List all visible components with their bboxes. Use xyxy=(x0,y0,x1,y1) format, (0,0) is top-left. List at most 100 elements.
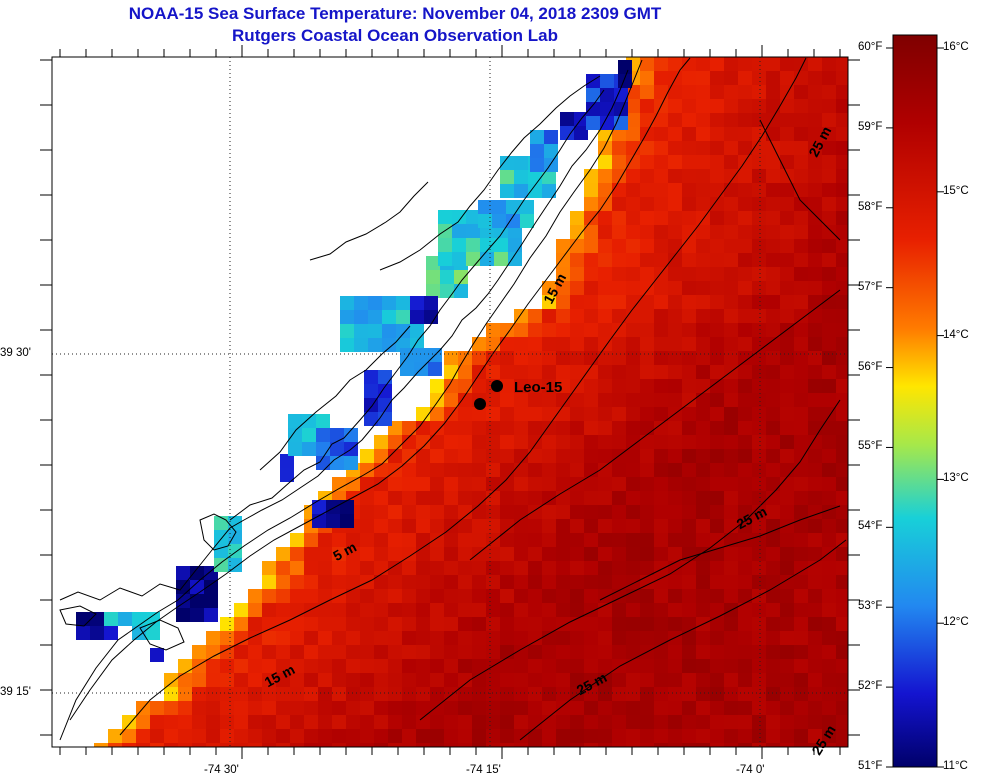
sst-pixel xyxy=(416,687,430,701)
sst-pixel xyxy=(668,225,682,239)
sst-pixel xyxy=(410,324,424,338)
sst-pixel xyxy=(836,659,848,673)
sst-field xyxy=(76,57,848,747)
sst-pixel xyxy=(822,463,836,477)
sst-pixel xyxy=(360,463,374,477)
sst-pixel xyxy=(710,463,724,477)
sst-pixel xyxy=(302,414,316,428)
sst-pixel xyxy=(444,477,458,491)
sst-pixel xyxy=(556,701,570,715)
sst-pixel xyxy=(402,505,416,519)
sst-pixel xyxy=(710,477,724,491)
sst-pixel xyxy=(430,589,444,603)
sst-pixel xyxy=(654,603,668,617)
sst-pixel xyxy=(424,296,438,310)
sst-pixel xyxy=(500,337,514,351)
sst-pixel xyxy=(808,127,822,141)
sst-pixel xyxy=(752,631,766,645)
sst-pixel xyxy=(696,463,710,477)
sst-pixel xyxy=(822,113,836,127)
sst-pixel xyxy=(724,617,738,631)
sst-pixel xyxy=(178,687,192,701)
sst-pixel xyxy=(836,281,848,295)
sst-pixel xyxy=(780,239,794,253)
sst-pixel xyxy=(794,365,808,379)
sst-pixel xyxy=(500,407,514,421)
sst-pixel xyxy=(556,365,570,379)
sst-pixel xyxy=(430,421,444,435)
sst-pixel xyxy=(486,477,500,491)
sst-pixel xyxy=(836,673,848,687)
sst-pixel xyxy=(506,214,520,228)
sst-pixel xyxy=(402,575,416,589)
sst-pixel xyxy=(430,687,444,701)
sst-pixel xyxy=(626,183,640,197)
sst-pixel xyxy=(822,519,836,533)
sst-pixel xyxy=(346,715,360,729)
sst-pixel xyxy=(822,127,836,141)
sst-pixel xyxy=(696,421,710,435)
sst-pixel xyxy=(346,561,360,575)
sst-pixel xyxy=(780,729,794,743)
sst-pixel xyxy=(682,463,696,477)
sst-pixel xyxy=(410,296,424,310)
sst-pixel xyxy=(584,323,598,337)
colorbar-c-label: 14°C xyxy=(943,328,969,341)
sst-pixel xyxy=(836,701,848,715)
sst-pixel xyxy=(416,491,430,505)
sst-pixel xyxy=(542,687,556,701)
sst-pixel xyxy=(472,575,486,589)
sst-pixel xyxy=(654,379,668,393)
sst-pixel xyxy=(780,435,794,449)
sst-pixel xyxy=(598,169,612,183)
sst-pixel xyxy=(724,589,738,603)
sst-pixel xyxy=(316,414,330,428)
sst-pixel xyxy=(360,533,374,547)
sst-pixel xyxy=(332,715,346,729)
sst-pixel xyxy=(458,617,472,631)
sst-pixel xyxy=(500,435,514,449)
sst-pixel xyxy=(766,57,780,71)
lon-label-2: -74 15' xyxy=(466,764,501,776)
sst-pixel xyxy=(556,407,570,421)
sst-pixel xyxy=(318,743,332,747)
sst-pixel xyxy=(626,449,640,463)
sst-pixel xyxy=(640,407,654,421)
sst-pixel xyxy=(500,743,514,747)
sst-pixel xyxy=(164,687,178,701)
sst-pixel xyxy=(584,687,598,701)
sst-pixel xyxy=(374,645,388,659)
sst-pixel xyxy=(374,687,388,701)
sst-pixel xyxy=(514,393,528,407)
sst-pixel xyxy=(710,547,724,561)
sst-pixel xyxy=(542,421,556,435)
sst-pixel xyxy=(430,715,444,729)
sst-pixel xyxy=(458,379,472,393)
sst-pixel xyxy=(388,533,402,547)
sst-pixel xyxy=(710,533,724,547)
sst-pixel xyxy=(710,99,724,113)
sst-pixel xyxy=(696,645,710,659)
sst-pixel xyxy=(780,169,794,183)
sst-pixel xyxy=(528,659,542,673)
sst-pixel xyxy=(556,281,570,295)
sst-pixel xyxy=(612,645,626,659)
sst-pixel xyxy=(234,729,248,743)
sst-pixel xyxy=(382,310,396,324)
sst-pixel xyxy=(766,85,780,99)
sst-pixel xyxy=(150,648,164,662)
sst-pixel xyxy=(808,71,822,85)
sst-pixel xyxy=(598,477,612,491)
sst-pixel xyxy=(430,477,444,491)
sst-pixel xyxy=(738,337,752,351)
sst-pixel xyxy=(640,337,654,351)
lat-label-2: 39 15' xyxy=(0,686,31,698)
sst-pixel xyxy=(164,715,178,729)
sst-pixel xyxy=(696,491,710,505)
sst-pixel xyxy=(374,519,388,533)
sst-pixel xyxy=(808,435,822,449)
sst-pixel xyxy=(696,127,710,141)
sst-pixel xyxy=(710,323,724,337)
sst-pixel xyxy=(794,323,808,337)
sst-pixel xyxy=(280,468,294,482)
